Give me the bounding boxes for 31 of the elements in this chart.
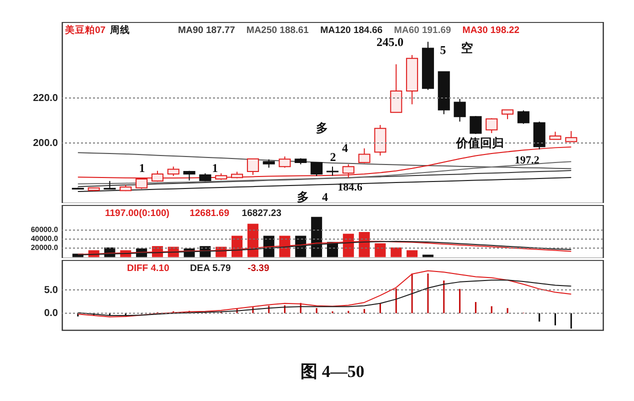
- text: DEA 5.79: [190, 263, 231, 274]
- text: MA60 191.69: [394, 25, 452, 36]
- text: -3.39: [248, 263, 270, 274]
- annotation: 4: [342, 141, 348, 155]
- annotation: 2: [330, 150, 336, 164]
- annotation: 多: [316, 121, 328, 135]
- annotation: 1: [139, 161, 145, 175]
- annotation: 1197.00(0:100): [105, 208, 170, 219]
- annotation: 4: [322, 190, 328, 204]
- annotation: 多: [297, 190, 309, 204]
- y-tick-label: 200.0: [32, 138, 58, 149]
- annotation: 价值回归: [455, 136, 504, 150]
- annotation: 空: [461, 41, 473, 55]
- annotation: 1: [212, 161, 218, 175]
- text: MA250 188.61: [246, 25, 310, 36]
- chart-title: 美豆粕07: [64, 24, 106, 36]
- annotation: 245.0: [376, 35, 404, 49]
- text: 图 4—50: [300, 362, 364, 381]
- chart-subtitle: 周线: [109, 24, 130, 36]
- text: 12681.69: [190, 208, 230, 219]
- text: DIFF 4.10: [127, 263, 170, 274]
- text: MA30 198.22: [462, 25, 520, 36]
- annotation: 5: [440, 43, 446, 57]
- annotation: 184.6: [338, 182, 363, 194]
- y-tick-label: 0.0: [44, 308, 58, 320]
- y-tick-label: 220.0: [32, 93, 58, 104]
- annotation: 197.2: [514, 154, 540, 166]
- text: MA120 184.66: [320, 25, 383, 36]
- text: MA90 187.77: [178, 25, 236, 36]
- text: 16827.23: [242, 208, 282, 219]
- y-tick-label: 5.0: [44, 284, 58, 296]
